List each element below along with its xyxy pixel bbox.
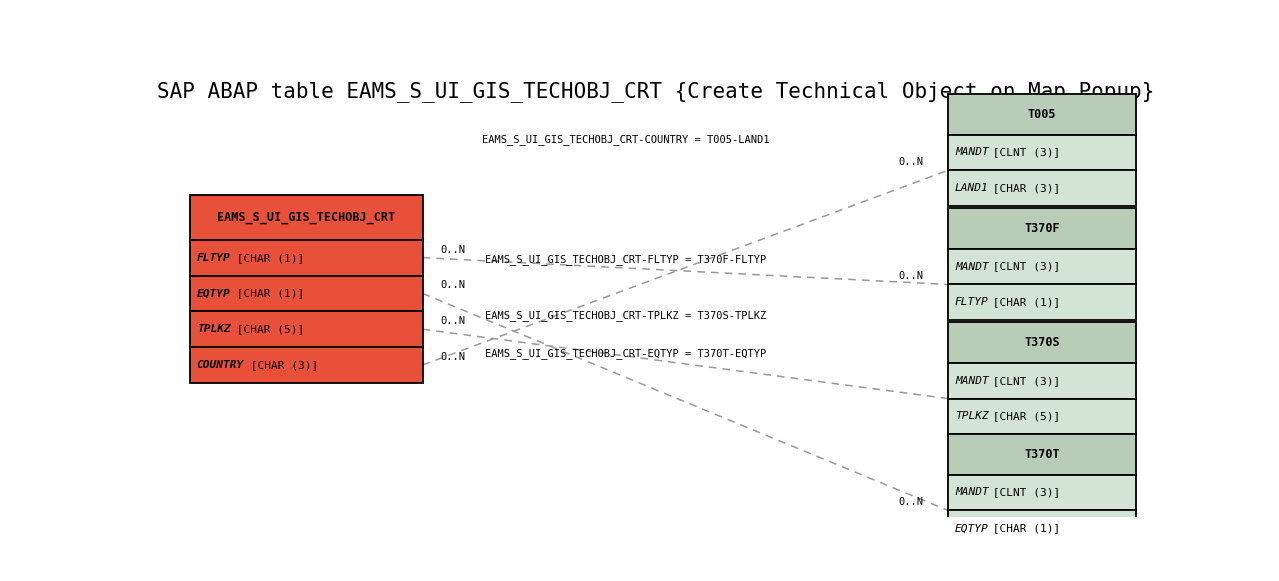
FancyBboxPatch shape bbox=[948, 363, 1136, 399]
FancyBboxPatch shape bbox=[948, 475, 1136, 510]
FancyBboxPatch shape bbox=[948, 249, 1136, 285]
Text: [CHAR (1)]: [CHAR (1)] bbox=[986, 523, 1060, 533]
Text: T370T: T370T bbox=[1024, 448, 1060, 461]
Text: 0..N: 0..N bbox=[440, 352, 466, 362]
FancyBboxPatch shape bbox=[948, 399, 1136, 435]
Text: [CLNT (3)]: [CLNT (3)] bbox=[986, 261, 1060, 271]
FancyBboxPatch shape bbox=[948, 322, 1136, 363]
Text: MANDT: MANDT bbox=[955, 376, 989, 386]
Text: EAMS_S_UI_GIS_TECHOBJ_CRT-EQTYP = T370T-EQTYP: EAMS_S_UI_GIS_TECHOBJ_CRT-EQTYP = T370T-… bbox=[485, 349, 766, 359]
FancyBboxPatch shape bbox=[948, 285, 1136, 320]
Text: EAMS_S_UI_GIS_TECHOBJ_CRT-FLTYP = T370F-FLTYP: EAMS_S_UI_GIS_TECHOBJ_CRT-FLTYP = T370F-… bbox=[485, 254, 766, 266]
Text: EQTYP: EQTYP bbox=[197, 288, 230, 299]
Text: 0..N: 0..N bbox=[440, 316, 466, 326]
Text: T370F: T370F bbox=[1024, 222, 1060, 235]
Text: 0..N: 0..N bbox=[440, 245, 466, 254]
Text: EAMS_S_UI_GIS_TECHOBJ_CRT-COUNTRY = T005-LAND1: EAMS_S_UI_GIS_TECHOBJ_CRT-COUNTRY = T005… bbox=[482, 134, 770, 145]
Text: [CHAR (1)]: [CHAR (1)] bbox=[230, 288, 304, 299]
Text: [CHAR (5)]: [CHAR (5)] bbox=[230, 324, 304, 334]
Text: [CHAR (5)]: [CHAR (5)] bbox=[986, 411, 1060, 421]
Text: T005: T005 bbox=[1028, 108, 1056, 121]
Text: MANDT: MANDT bbox=[955, 261, 989, 271]
Text: SAP ABAP table EAMS_S_UI_GIS_TECHOBJ_CRT {Create Technical Object on Map Popup}: SAP ABAP table EAMS_S_UI_GIS_TECHOBJ_CRT… bbox=[157, 81, 1154, 102]
Text: [CLNT (3)]: [CLNT (3)] bbox=[986, 148, 1060, 157]
FancyBboxPatch shape bbox=[948, 135, 1136, 170]
Text: EQTYP: EQTYP bbox=[955, 523, 989, 533]
Text: 0..N: 0..N bbox=[898, 271, 923, 281]
Text: TPLKZ: TPLKZ bbox=[197, 324, 230, 334]
Text: [CLNT (3)]: [CLNT (3)] bbox=[986, 376, 1060, 386]
Text: MANDT: MANDT bbox=[955, 487, 989, 497]
Text: TPLKZ: TPLKZ bbox=[955, 411, 989, 421]
Text: T370S: T370S bbox=[1024, 336, 1060, 349]
FancyBboxPatch shape bbox=[189, 347, 422, 383]
Text: [CLNT (3)]: [CLNT (3)] bbox=[986, 487, 1060, 497]
FancyBboxPatch shape bbox=[189, 240, 422, 275]
Text: [CHAR (3)]: [CHAR (3)] bbox=[986, 183, 1060, 193]
FancyBboxPatch shape bbox=[189, 311, 422, 347]
Text: 0..N: 0..N bbox=[898, 497, 923, 507]
Text: [CHAR (1)]: [CHAR (1)] bbox=[986, 297, 1060, 307]
Text: MANDT: MANDT bbox=[955, 148, 989, 157]
Text: FLTYP: FLTYP bbox=[955, 297, 989, 307]
Text: [CHAR (1)]: [CHAR (1)] bbox=[230, 253, 304, 263]
Text: 0..N: 0..N bbox=[898, 157, 923, 167]
FancyBboxPatch shape bbox=[948, 209, 1136, 249]
Text: COUNTRY: COUNTRY bbox=[197, 360, 244, 370]
Text: FLTYP: FLTYP bbox=[197, 253, 230, 263]
Text: EAMS_S_UI_GIS_TECHOBJ_CRT-TPLKZ = T370S-TPLKZ: EAMS_S_UI_GIS_TECHOBJ_CRT-TPLKZ = T370S-… bbox=[485, 310, 766, 321]
FancyBboxPatch shape bbox=[948, 94, 1136, 135]
FancyBboxPatch shape bbox=[948, 170, 1136, 206]
Text: 0..N: 0..N bbox=[440, 281, 466, 290]
FancyBboxPatch shape bbox=[189, 195, 422, 240]
Text: EAMS_S_UI_GIS_TECHOBJ_CRT: EAMS_S_UI_GIS_TECHOBJ_CRT bbox=[217, 211, 395, 224]
FancyBboxPatch shape bbox=[948, 510, 1136, 546]
FancyBboxPatch shape bbox=[189, 275, 422, 311]
Text: LAND1: LAND1 bbox=[955, 183, 989, 193]
FancyBboxPatch shape bbox=[948, 435, 1136, 475]
Text: [CHAR (3)]: [CHAR (3)] bbox=[244, 360, 318, 370]
